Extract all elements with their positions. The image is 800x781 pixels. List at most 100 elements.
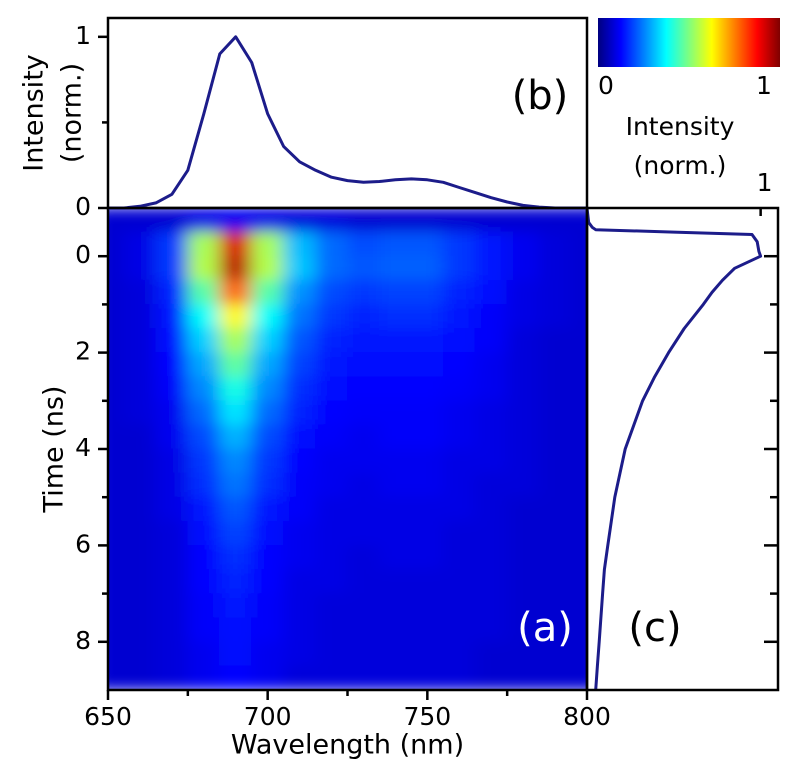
heatmap-cell (123, 496, 157, 522)
heatmap-cell (570, 376, 587, 402)
heatmap-cell (155, 424, 189, 450)
heatmap-cell (251, 279, 285, 305)
heatmap-cell (187, 520, 221, 546)
heatmap-cell (538, 208, 572, 233)
heatmap-cell (108, 472, 125, 498)
heatmap-cell (251, 376, 285, 402)
heatmap-cell (251, 472, 285, 498)
heatmap-cell (283, 665, 317, 690)
heatmap-cell (315, 569, 348, 595)
heatmap-cell (538, 593, 572, 619)
heatmap-cell (187, 279, 221, 305)
heatmap-cell (155, 593, 189, 619)
heatmap-cell (442, 641, 476, 667)
heatmap-cell (378, 617, 412, 643)
heatmap-cell (410, 520, 444, 546)
heatmap-cell (251, 665, 285, 690)
heatmap-cell (442, 303, 476, 329)
heatmap-cell (442, 328, 476, 354)
heatmap-cell (187, 208, 221, 233)
heatmap-cell (538, 665, 572, 690)
heatmap-cell (219, 472, 253, 498)
heatmap-cell (378, 665, 412, 690)
heatmap-cell (283, 208, 317, 233)
heatmap-cell (283, 352, 317, 378)
heatmap-cell (155, 544, 189, 570)
heatmap-cell (219, 303, 253, 329)
heatmap-cell (108, 328, 125, 354)
heatmap-cell (442, 593, 476, 619)
heatmap-cell (410, 569, 444, 595)
heatmap-cell (506, 448, 540, 474)
heatmap-cell (506, 303, 540, 329)
heatmap-cell (506, 208, 540, 233)
heatmap-cell (570, 617, 587, 643)
heatmap-cell (538, 424, 572, 450)
heatmap-cell (506, 496, 540, 522)
heatmap-cell (378, 424, 412, 450)
heatmap-cell (474, 448, 508, 474)
heatmap-cell (219, 352, 253, 378)
heatmap-cell (506, 376, 540, 402)
heatmap-cell (315, 400, 348, 426)
heatmap-cell (283, 424, 317, 450)
heatmap-cell (155, 448, 189, 474)
heatmap-cell (251, 641, 285, 667)
heatmap-cell (187, 328, 221, 354)
heatmap-cell (283, 255, 317, 281)
heatmap-clip (108, 208, 587, 690)
heatmap-cell (474, 231, 508, 257)
heatmap-cell (410, 665, 444, 690)
heatmap-cell (347, 328, 380, 354)
heatmap-cell (378, 496, 412, 522)
heatmap-cell (108, 665, 125, 690)
heatmap-cell (347, 400, 380, 426)
heatmap-cell (251, 255, 285, 281)
heatmap-cell (347, 496, 380, 522)
heatmap-cell (283, 569, 317, 595)
heatmap-cell (474, 569, 508, 595)
heatmap-cell (347, 569, 380, 595)
heatmap-cell (283, 641, 317, 667)
heatmap-cell (108, 448, 125, 474)
heatmap-cell (538, 617, 572, 643)
heatmap-cell (442, 352, 476, 378)
heatmap-cell (538, 569, 572, 595)
heatmap-cell (570, 279, 587, 305)
heatmap-cell (570, 665, 587, 690)
heatmap-cell (474, 352, 508, 378)
heatmap-cell (187, 424, 221, 450)
heatmap-cell (155, 520, 189, 546)
heatmap-cell (219, 255, 253, 281)
heatmap-cell (315, 376, 348, 402)
panel-label: (b) (512, 73, 569, 119)
heatmap-cell (410, 496, 444, 522)
heatmap-cell (219, 544, 253, 570)
heatmap-cell (410, 593, 444, 619)
heatmap-cell (442, 617, 476, 643)
heatmap-cell (410, 328, 444, 354)
heatmap-cell (155, 279, 189, 305)
heatmap-cell (442, 231, 476, 257)
y-tick-label: 6 (75, 529, 91, 558)
data-line (585, 207, 763, 691)
heatmap-cell (378, 303, 412, 329)
heatmap-cell (283, 520, 317, 546)
heatmap-cell (442, 376, 476, 402)
heatmap-cell (570, 400, 587, 426)
heatmap-cell (506, 569, 540, 595)
heatmap-cell (315, 328, 348, 354)
heatmap-cell (570, 496, 587, 522)
heatmap-cell (187, 617, 221, 643)
heatmap-cell (123, 448, 157, 474)
heatmap-cell (187, 544, 221, 570)
heatmap-cell (283, 231, 317, 257)
heatmap-cell (570, 303, 587, 329)
heatmap-cell (474, 641, 508, 667)
heatmap-cell (474, 520, 508, 546)
y-tick-label: 2 (75, 337, 91, 366)
heatmap-cell (442, 544, 476, 570)
heatmap-cell (108, 424, 125, 450)
heatmap-cell (283, 496, 317, 522)
heatmap-cell (251, 400, 285, 426)
